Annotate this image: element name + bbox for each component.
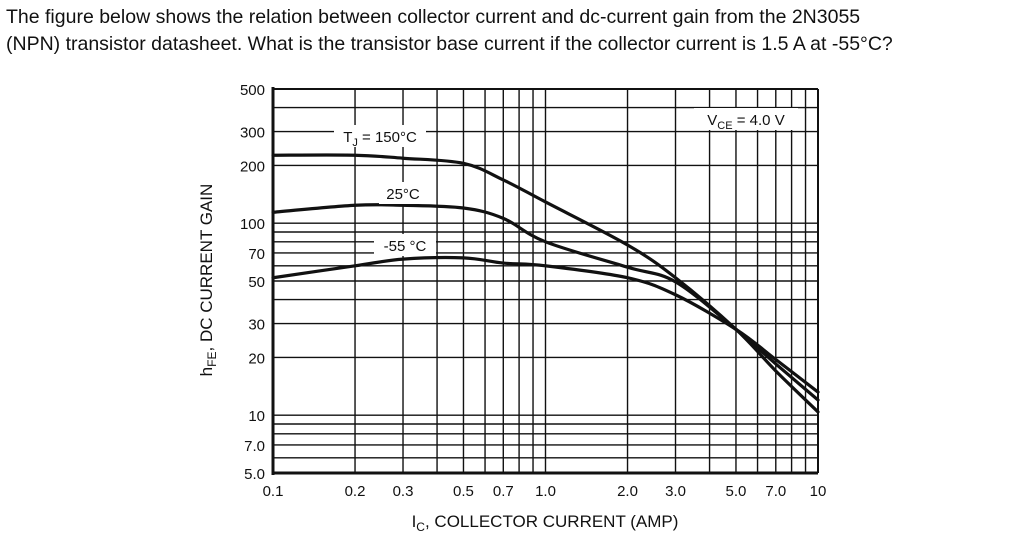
x-tick-label: 0.1 — [263, 483, 284, 500]
series-label-2: -55 °C — [384, 238, 427, 255]
x-tick-label: 1.0 — [535, 483, 556, 500]
x-tick-label: 0.7 — [493, 483, 514, 500]
y-tick-label: 30 — [248, 317, 265, 334]
y-tick-label: 7.0 — [244, 438, 265, 455]
x-tick-label: 7.0 — [765, 483, 786, 500]
x-tick-label: 10 — [810, 483, 827, 500]
y-tick-label: 200 — [240, 158, 265, 175]
grid — [271, 87, 819, 475]
question-line-1: The figure below shows the relation betw… — [6, 6, 861, 28]
x-tick-label: 5.0 — [726, 483, 747, 500]
x-tick-label: 0.2 — [345, 483, 366, 500]
x-tick-label: 0.5 — [453, 483, 474, 500]
question-line-2: (NPN) transistor datasheet. What is the … — [6, 33, 893, 55]
vce-annotation-box — [694, 108, 798, 130]
series-label-1: 25°C — [386, 186, 420, 203]
question-text: The figure below shows the relation betw… — [6, 4, 893, 58]
y-tick-label: 300 — [240, 125, 265, 142]
x-axis-label: IC, COLLECTOR CURRENT (AMP) — [412, 512, 679, 534]
vce-annotation: VCE = 4.0 V — [707, 112, 784, 132]
series-lines — [271, 153, 820, 414]
series-label-0-box — [334, 125, 426, 147]
y-tick-label: 20 — [248, 350, 265, 367]
x-tick-label: 2.0 — [617, 483, 638, 500]
series-label-1-box — [379, 182, 427, 204]
y-tick-label: 50 — [248, 274, 265, 291]
y-tick-label: 70 — [248, 246, 265, 263]
tick-labels: 0.1 0.2 0.3 0.5 0.7 1.0 2.0 3.0 5.0 7.0 10 500 300 20… — [240, 82, 826, 500]
x-tick-label: 3.0 — [665, 483, 686, 500]
series-labels: TJ = 150°C 25°C -55 °C VCE = 4.0 V — [334, 108, 798, 256]
series-label-0: TJ = 150°C — [343, 129, 417, 149]
series-label-2-box — [374, 234, 436, 256]
y-tick-label: 500 — [240, 82, 265, 99]
y-tick-label: 100 — [240, 216, 265, 233]
y-tick-label: 10 — [248, 408, 265, 425]
y-tick-label: 5.0 — [244, 466, 265, 483]
x-tick-label: 0.3 — [393, 483, 414, 500]
series-line-2 — [271, 255, 820, 394]
y-axis-label: hFE, DC CURRENT GAIN — [197, 184, 219, 377]
